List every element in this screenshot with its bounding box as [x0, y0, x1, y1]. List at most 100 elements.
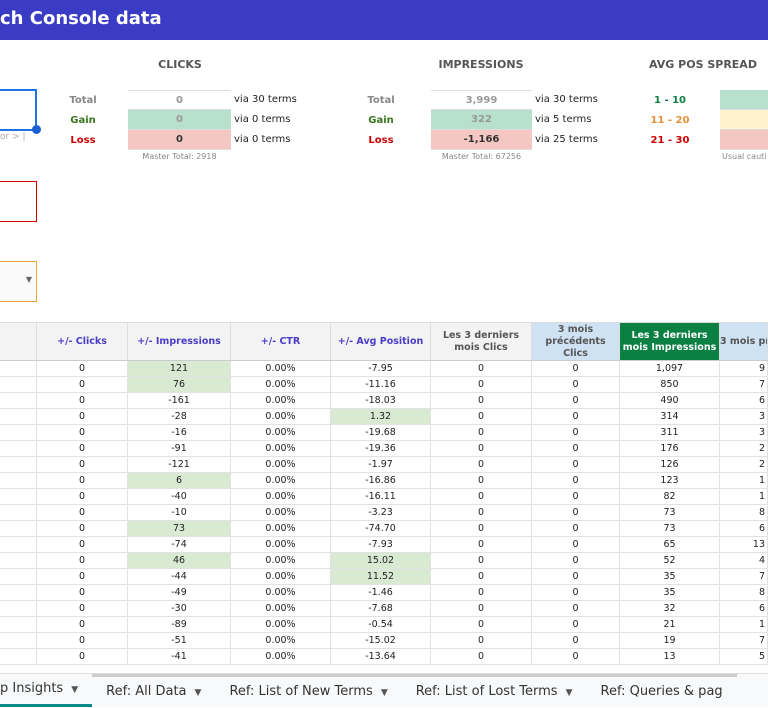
table-cell[interactable]: 0: [532, 441, 620, 456]
table-cell[interactable]: 1: [720, 489, 768, 504]
column-header[interactable]: [0, 323, 37, 360]
table-cell[interactable]: 1: [720, 473, 768, 488]
table-cell[interactable]: 0: [37, 457, 128, 472]
table-cell[interactable]: 8: [720, 505, 768, 520]
table-cell[interactable]: -30: [128, 601, 231, 616]
table-cell[interactable]: 0.00%: [231, 521, 331, 536]
table-cell[interactable]: -51: [128, 633, 231, 648]
table-cell[interactable]: -7.68: [331, 601, 431, 616]
table-cell[interactable]: 0: [431, 633, 532, 648]
table-cell[interactable]: 0: [37, 441, 128, 456]
table-cell[interactable]: 7: [720, 633, 768, 648]
table-cell[interactable]: 0.00%: [231, 601, 331, 616]
table-cell[interactable]: 0: [532, 361, 620, 376]
table-cell[interactable]: -7.93: [331, 537, 431, 552]
table-cell[interactable]: 0: [37, 553, 128, 568]
table-cell[interactable]: [0, 377, 37, 392]
table-cell[interactable]: 0: [532, 633, 620, 648]
table-cell[interactable]: [0, 505, 37, 520]
table-cell[interactable]: -11.16: [331, 377, 431, 392]
table-cell[interactable]: [0, 521, 37, 536]
table-cell[interactable]: 0: [37, 585, 128, 600]
table-cell[interactable]: 2: [720, 441, 768, 456]
table-cell[interactable]: -74.70: [331, 521, 431, 536]
chevron-down-icon[interactable]: ▼: [380, 688, 388, 698]
table-cell[interactable]: 21: [620, 617, 720, 632]
table-cell[interactable]: -44: [128, 569, 231, 584]
table-cell[interactable]: 0: [532, 457, 620, 472]
table-cell[interactable]: 0: [431, 601, 532, 616]
table-cell[interactable]: 0.00%: [231, 617, 331, 632]
table-cell[interactable]: 73: [620, 521, 720, 536]
table-cell[interactable]: 2: [720, 457, 768, 472]
table-cell[interactable]: 0.00%: [231, 377, 331, 392]
table-cell[interactable]: 46: [128, 553, 231, 568]
table-cell[interactable]: 0: [532, 601, 620, 616]
table-cell[interactable]: 13: [720, 537, 768, 552]
table-cell[interactable]: 65: [620, 537, 720, 552]
table-cell[interactable]: [0, 457, 37, 472]
table-cell[interactable]: 0.00%: [231, 441, 331, 456]
table-cell[interactable]: -28: [128, 409, 231, 424]
table-cell[interactable]: 0.00%: [231, 649, 331, 664]
table-cell[interactable]: 0: [37, 473, 128, 488]
table-cell[interactable]: 0: [431, 617, 532, 632]
table-cell[interactable]: -18.03: [331, 393, 431, 408]
table-cell[interactable]: 13: [620, 649, 720, 664]
table-cell[interactable]: 0: [431, 473, 532, 488]
table-cell[interactable]: 76: [128, 377, 231, 392]
table-cell[interactable]: 0.00%: [231, 425, 331, 440]
table-cell[interactable]: -0.54: [331, 617, 431, 632]
table-cell[interactable]: 0: [431, 505, 532, 520]
table-cell[interactable]: [0, 425, 37, 440]
table-cell[interactable]: 73: [128, 521, 231, 536]
table-cell[interactable]: 0: [431, 649, 532, 664]
table-cell[interactable]: 0: [532, 585, 620, 600]
table-cell[interactable]: 121: [128, 361, 231, 376]
table-cell[interactable]: [0, 409, 37, 424]
table-cell[interactable]: 0: [431, 457, 532, 472]
table-cell[interactable]: 0: [37, 537, 128, 552]
table-cell[interactable]: 314: [620, 409, 720, 424]
column-header[interactable]: +/- CTR: [231, 323, 331, 360]
table-cell[interactable]: 0.00%: [231, 633, 331, 648]
table-cell[interactable]: 0: [532, 473, 620, 488]
table-cell[interactable]: 7: [720, 377, 768, 392]
table-cell[interactable]: -1.97: [331, 457, 431, 472]
table-cell[interactable]: 0.00%: [231, 457, 331, 472]
table-cell[interactable]: -161: [128, 393, 231, 408]
table-cell[interactable]: [0, 489, 37, 504]
table-cell[interactable]: -41: [128, 649, 231, 664]
column-header[interactable]: Les 3 derniers mois Clics: [431, 323, 532, 360]
table-cell[interactable]: 311: [620, 425, 720, 440]
table-cell[interactable]: -1.46: [331, 585, 431, 600]
table-cell[interactable]: 1: [720, 617, 768, 632]
table-cell[interactable]: -40: [128, 489, 231, 504]
table-cell[interactable]: 15.02: [331, 553, 431, 568]
table-cell[interactable]: 6: [720, 521, 768, 536]
table-cell[interactable]: 850: [620, 377, 720, 392]
table-cell[interactable]: 6: [720, 601, 768, 616]
column-header[interactable]: Les 3 derniers mois Impressions: [620, 323, 720, 360]
table-cell[interactable]: 0: [37, 361, 128, 376]
table-cell[interactable]: -19.36: [331, 441, 431, 456]
table-cell[interactable]: 123: [620, 473, 720, 488]
table-cell[interactable]: 0: [37, 425, 128, 440]
table-cell[interactable]: 0: [532, 505, 620, 520]
table-cell[interactable]: -15.02: [331, 633, 431, 648]
table-cell[interactable]: 0: [431, 425, 532, 440]
table-cell[interactable]: [0, 441, 37, 456]
table-cell[interactable]: 0: [431, 489, 532, 504]
table-cell[interactable]: -16: [128, 425, 231, 440]
table-cell[interactable]: 0: [37, 489, 128, 504]
table-cell[interactable]: 0.00%: [231, 409, 331, 424]
table-cell[interactable]: 176: [620, 441, 720, 456]
table-cell[interactable]: 0.00%: [231, 361, 331, 376]
table-cell[interactable]: 0: [37, 569, 128, 584]
table-cell[interactable]: 0: [532, 377, 620, 392]
table-cell[interactable]: -10: [128, 505, 231, 520]
table-cell[interactable]: 35: [620, 585, 720, 600]
table-cell[interactable]: 0.00%: [231, 553, 331, 568]
table-cell[interactable]: [0, 617, 37, 632]
table-cell[interactable]: [0, 585, 37, 600]
